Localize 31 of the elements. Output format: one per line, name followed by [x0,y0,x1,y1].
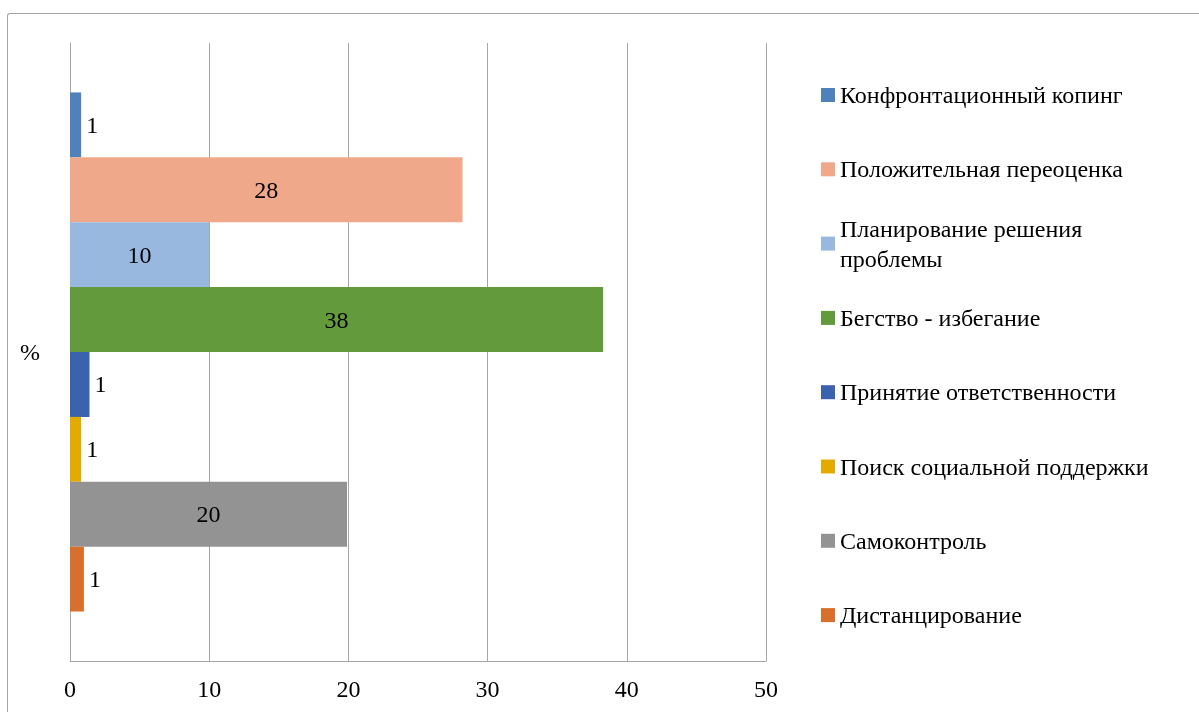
data-label: 28 [254,176,279,203]
legend-label: Дистанцирование [840,602,1022,629]
bar [70,481,348,547]
bar [70,416,82,482]
bar [70,287,604,352]
data-label: 20 [196,501,221,528]
x-tick-label: 10 [197,676,222,702]
x-tick-label: 30 [475,676,500,702]
bar [70,222,210,288]
x-tick-label: 20 [336,676,361,702]
bar [70,546,84,612]
bar [70,157,463,223]
legend-label: Планирование решения проблемы [840,215,1083,272]
legend-label: Конфронтационный копинг [840,82,1123,108]
data-label: 10 [127,241,152,268]
legend-label: Принятие ответственности [840,379,1117,406]
data-label: 1 [94,371,107,398]
legend-label: Поиск социальной поддержки [840,453,1149,480]
legend-label: Положительная переоценка [840,156,1124,183]
x-tick-label: 40 [614,676,639,702]
y-axis-title: % [20,339,41,365]
x-tick-label: 50 [754,676,778,702]
bar [70,352,90,417]
bar [70,92,82,158]
data-label: 38 [324,306,349,333]
x-tick-label: 0 [64,676,76,702]
legend-label: Самоконтроль [840,527,987,554]
data-label: 1 [86,111,99,138]
legend-label: Бегство - избегание [840,304,1041,331]
data-label: 1 [86,436,99,463]
data-label: 1 [88,566,101,593]
